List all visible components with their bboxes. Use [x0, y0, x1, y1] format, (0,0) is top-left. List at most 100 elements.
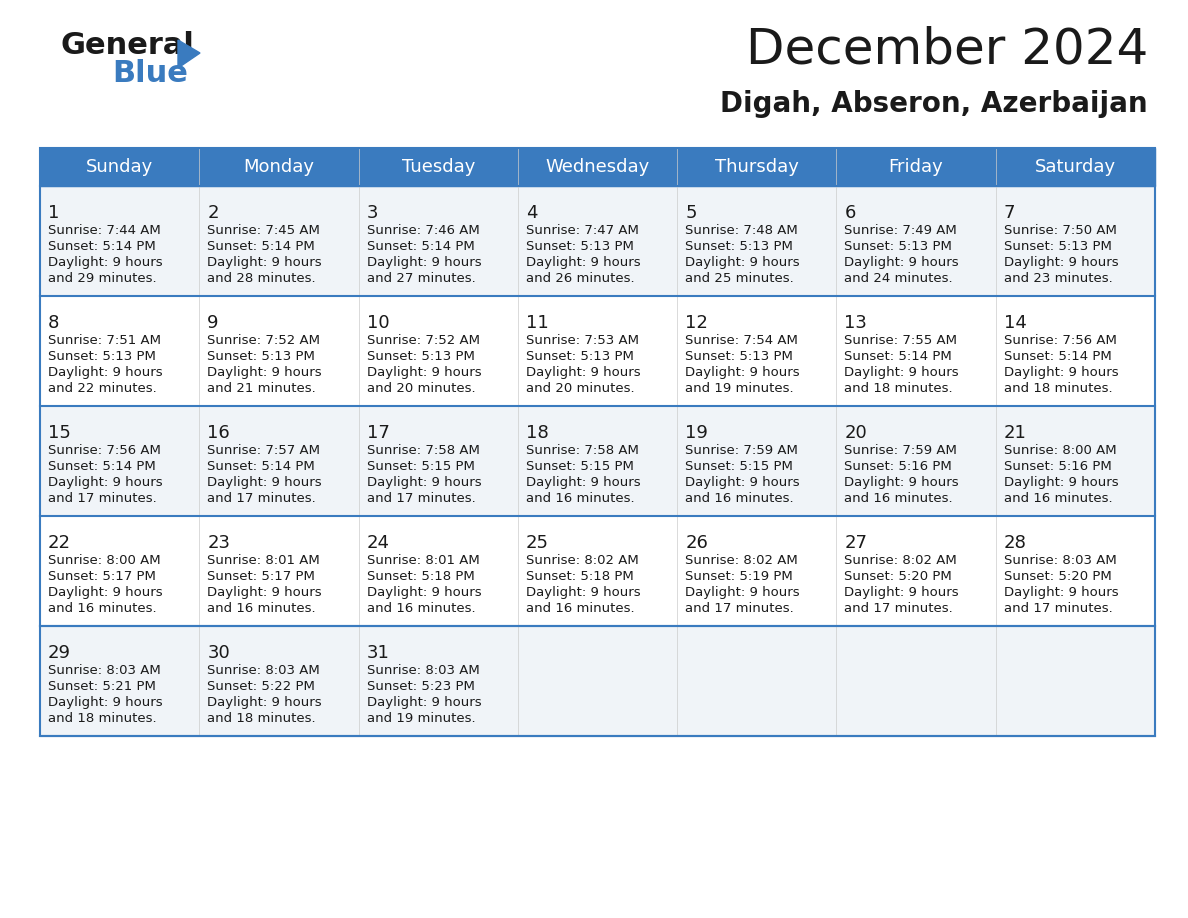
Text: and 18 minutes.: and 18 minutes. [207, 712, 316, 725]
Text: and 16 minutes.: and 16 minutes. [526, 492, 634, 505]
Text: 30: 30 [207, 644, 230, 662]
Text: 8: 8 [48, 314, 59, 332]
Text: Sunset: 5:13 PM: Sunset: 5:13 PM [845, 240, 953, 253]
Text: Daylight: 9 hours: Daylight: 9 hours [207, 366, 322, 379]
Text: Daylight: 9 hours: Daylight: 9 hours [48, 696, 163, 709]
Text: Sunrise: 7:51 AM: Sunrise: 7:51 AM [48, 334, 162, 347]
Text: and 18 minutes.: and 18 minutes. [48, 712, 157, 725]
Text: 17: 17 [367, 424, 390, 442]
Text: Sunset: 5:15 PM: Sunset: 5:15 PM [685, 460, 794, 473]
Text: 23: 23 [207, 534, 230, 552]
Text: Sunset: 5:14 PM: Sunset: 5:14 PM [1004, 350, 1112, 363]
Text: General: General [61, 31, 194, 60]
Text: Sunrise: 7:58 AM: Sunrise: 7:58 AM [367, 444, 480, 457]
Text: 27: 27 [845, 534, 867, 552]
Text: and 16 minutes.: and 16 minutes. [1004, 492, 1112, 505]
Text: Sunset: 5:20 PM: Sunset: 5:20 PM [845, 570, 952, 583]
Text: Sunset: 5:17 PM: Sunset: 5:17 PM [207, 570, 315, 583]
Text: Sunset: 5:13 PM: Sunset: 5:13 PM [1004, 240, 1112, 253]
Text: and 20 minutes.: and 20 minutes. [367, 382, 475, 395]
Text: Digah, Abseron, Azerbaijan: Digah, Abseron, Azerbaijan [720, 90, 1148, 118]
Text: Daylight: 9 hours: Daylight: 9 hours [1004, 586, 1118, 599]
Text: Monday: Monday [244, 158, 315, 176]
Text: Sunrise: 7:56 AM: Sunrise: 7:56 AM [1004, 334, 1117, 347]
Text: and 17 minutes.: and 17 minutes. [367, 492, 475, 505]
Text: 1: 1 [48, 204, 59, 222]
Text: and 20 minutes.: and 20 minutes. [526, 382, 634, 395]
Bar [40, 148, 1155, 186]
Text: 12: 12 [685, 314, 708, 332]
Text: 4: 4 [526, 204, 537, 222]
Text: Tuesday: Tuesday [402, 158, 475, 176]
Text: Sunset: 5:13 PM: Sunset: 5:13 PM [685, 350, 794, 363]
Text: Sunset: 5:21 PM: Sunset: 5:21 PM [48, 680, 156, 693]
Text: and 19 minutes.: and 19 minutes. [685, 382, 794, 395]
Text: Daylight: 9 hours: Daylight: 9 hours [526, 586, 640, 599]
Text: Sunrise: 8:00 AM: Sunrise: 8:00 AM [48, 554, 160, 567]
Text: Sunrise: 7:59 AM: Sunrise: 7:59 AM [845, 444, 958, 457]
Text: Sunset: 5:18 PM: Sunset: 5:18 PM [367, 570, 474, 583]
Text: and 17 minutes.: and 17 minutes. [845, 602, 953, 615]
Text: Sunrise: 8:01 AM: Sunrise: 8:01 AM [207, 554, 320, 567]
Text: and 22 minutes.: and 22 minutes. [48, 382, 157, 395]
Text: Daylight: 9 hours: Daylight: 9 hours [207, 256, 322, 269]
Text: and 26 minutes.: and 26 minutes. [526, 272, 634, 285]
Text: 31: 31 [367, 644, 390, 662]
Text: Daylight: 9 hours: Daylight: 9 hours [207, 696, 322, 709]
Text: 13: 13 [845, 314, 867, 332]
Text: Sunrise: 8:03 AM: Sunrise: 8:03 AM [367, 664, 479, 677]
Text: Sunset: 5:14 PM: Sunset: 5:14 PM [845, 350, 952, 363]
Text: Sunset: 5:17 PM: Sunset: 5:17 PM [48, 570, 156, 583]
Text: 5: 5 [685, 204, 696, 222]
Text: 7: 7 [1004, 204, 1016, 222]
Text: and 27 minutes.: and 27 minutes. [367, 272, 475, 285]
Text: Daylight: 9 hours: Daylight: 9 hours [526, 256, 640, 269]
Text: Sunrise: 7:46 AM: Sunrise: 7:46 AM [367, 224, 479, 237]
Text: Sunrise: 8:02 AM: Sunrise: 8:02 AM [685, 554, 798, 567]
Text: Sunset: 5:19 PM: Sunset: 5:19 PM [685, 570, 792, 583]
Bar [40, 516, 1155, 626]
Text: Sunrise: 7:52 AM: Sunrise: 7:52 AM [207, 334, 321, 347]
Text: 6: 6 [845, 204, 855, 222]
Text: and 17 minutes.: and 17 minutes. [207, 492, 316, 505]
Text: and 29 minutes.: and 29 minutes. [48, 272, 157, 285]
Text: Sunset: 5:14 PM: Sunset: 5:14 PM [48, 460, 156, 473]
Text: and 24 minutes.: and 24 minutes. [845, 272, 953, 285]
Text: Sunset: 5:15 PM: Sunset: 5:15 PM [367, 460, 474, 473]
Text: and 25 minutes.: and 25 minutes. [685, 272, 794, 285]
Text: Daylight: 9 hours: Daylight: 9 hours [685, 476, 800, 489]
Text: and 17 minutes.: and 17 minutes. [685, 602, 794, 615]
Text: and 18 minutes.: and 18 minutes. [1004, 382, 1112, 395]
Text: Sunrise: 8:00 AM: Sunrise: 8:00 AM [1004, 444, 1117, 457]
Text: Daylight: 9 hours: Daylight: 9 hours [1004, 366, 1118, 379]
Text: Blue: Blue [112, 59, 188, 88]
Text: Daylight: 9 hours: Daylight: 9 hours [48, 366, 163, 379]
Bar [40, 148, 1155, 736]
Text: Daylight: 9 hours: Daylight: 9 hours [367, 366, 481, 379]
Text: 19: 19 [685, 424, 708, 442]
Text: and 16 minutes.: and 16 minutes. [845, 492, 953, 505]
Text: 24: 24 [367, 534, 390, 552]
Text: Sunset: 5:14 PM: Sunset: 5:14 PM [367, 240, 474, 253]
Text: Daylight: 9 hours: Daylight: 9 hours [48, 586, 163, 599]
Text: 18: 18 [526, 424, 549, 442]
Text: Daylight: 9 hours: Daylight: 9 hours [207, 476, 322, 489]
Text: and 16 minutes.: and 16 minutes. [367, 602, 475, 615]
Text: Sunrise: 8:02 AM: Sunrise: 8:02 AM [526, 554, 639, 567]
Text: Sunrise: 7:57 AM: Sunrise: 7:57 AM [207, 444, 321, 457]
Text: 2: 2 [207, 204, 219, 222]
Text: Sunrise: 7:49 AM: Sunrise: 7:49 AM [845, 224, 958, 237]
Text: 26: 26 [685, 534, 708, 552]
Text: Daylight: 9 hours: Daylight: 9 hours [48, 476, 163, 489]
Text: Saturday: Saturday [1035, 158, 1116, 176]
Text: Daylight: 9 hours: Daylight: 9 hours [526, 366, 640, 379]
Text: Wednesday: Wednesday [545, 158, 650, 176]
Text: Daylight: 9 hours: Daylight: 9 hours [48, 256, 163, 269]
Text: Sunset: 5:22 PM: Sunset: 5:22 PM [207, 680, 315, 693]
Text: Daylight: 9 hours: Daylight: 9 hours [685, 256, 800, 269]
Text: Sunrise: 8:01 AM: Sunrise: 8:01 AM [367, 554, 479, 567]
Text: Sunset: 5:23 PM: Sunset: 5:23 PM [367, 680, 474, 693]
Text: Sunset: 5:16 PM: Sunset: 5:16 PM [845, 460, 952, 473]
Bar [40, 296, 1155, 406]
Text: 28: 28 [1004, 534, 1026, 552]
